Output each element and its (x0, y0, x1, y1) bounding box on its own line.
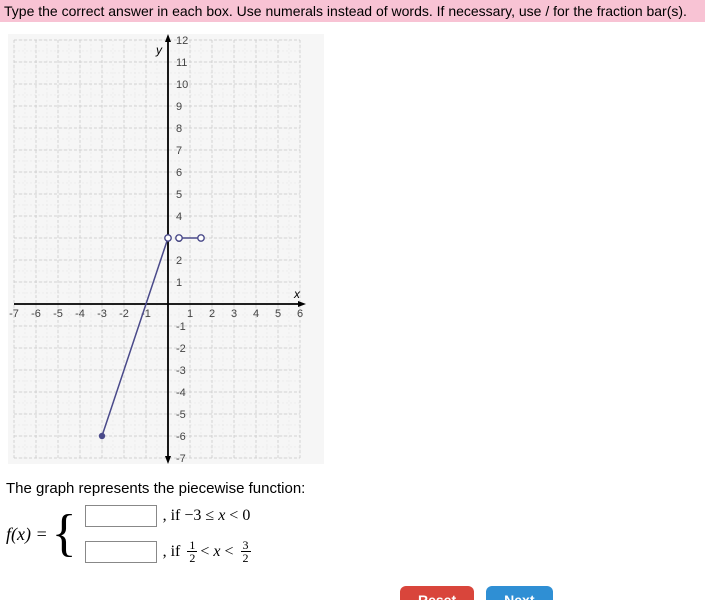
svg-text:-7: -7 (9, 308, 19, 320)
case-2: , if 12 < x < 32 (85, 539, 254, 564)
answer-input-2[interactable] (85, 541, 157, 563)
svg-text:12: 12 (176, 35, 188, 47)
svg-text:3: 3 (231, 308, 237, 320)
svg-text:-6: -6 (31, 308, 41, 320)
svg-text:-3: -3 (176, 365, 186, 377)
svg-text:4: 4 (176, 211, 182, 223)
condition-1: , if −3 ≤ x < 0 (163, 507, 251, 525)
svg-text:-2: -2 (176, 343, 186, 355)
condition-2: , if 12 < x < 32 (163, 539, 254, 564)
svg-text:-5: -5 (176, 409, 186, 421)
svg-text:6: 6 (297, 308, 303, 320)
next-button[interactable]: Next (486, 586, 552, 600)
cases-column: , if −3 ≤ x < 0 , if 12 < x < 32 (85, 505, 254, 564)
svg-text:9: 9 (176, 101, 182, 113)
case-1: , if −3 ≤ x < 0 (85, 505, 254, 527)
graph-caption: The graph represents the piecewise funct… (6, 480, 705, 497)
svg-text:5: 5 (176, 189, 182, 201)
button-row: Reset Next (400, 586, 705, 600)
reset-button[interactable]: Reset (400, 586, 474, 600)
svg-text:2: 2 (176, 255, 182, 267)
svg-text:-7: -7 (176, 453, 186, 464)
svg-text:7: 7 (176, 145, 182, 157)
svg-text:6: 6 (176, 167, 182, 179)
svg-text:-1: -1 (176, 321, 186, 333)
equation-lhs: f(x) = (6, 524, 48, 545)
svg-text:1: 1 (187, 308, 193, 320)
svg-text:x: x (293, 287, 301, 301)
svg-text:-4: -4 (75, 308, 85, 320)
svg-text:-3: -3 (97, 308, 107, 320)
answer-input-1[interactable] (85, 505, 157, 527)
brace-symbol: { (52, 511, 77, 558)
svg-text:-2: -2 (119, 308, 129, 320)
svg-text:-6: -6 (176, 431, 186, 443)
svg-text:11: 11 (176, 57, 187, 69)
svg-text:2: 2 (209, 308, 215, 320)
svg-text:-5: -5 (53, 308, 63, 320)
svg-text:8: 8 (176, 123, 182, 135)
piecewise-equation: f(x) = { , if −3 ≤ x < 0 , if 12 < x < (6, 505, 705, 564)
instructions-banner: Type the correct answer in each box. Use… (0, 0, 705, 22)
svg-text:1: 1 (176, 277, 182, 289)
svg-text:5: 5 (275, 308, 281, 320)
svg-text:10: 10 (176, 79, 188, 91)
svg-text:-4: -4 (176, 387, 186, 399)
coordinate-graph: -7-6-5-4-3-2-1123456-7-6-5-4-3-2-1123456… (8, 34, 324, 474)
svg-text:y: y (155, 43, 163, 57)
svg-text:4: 4 (253, 308, 259, 320)
